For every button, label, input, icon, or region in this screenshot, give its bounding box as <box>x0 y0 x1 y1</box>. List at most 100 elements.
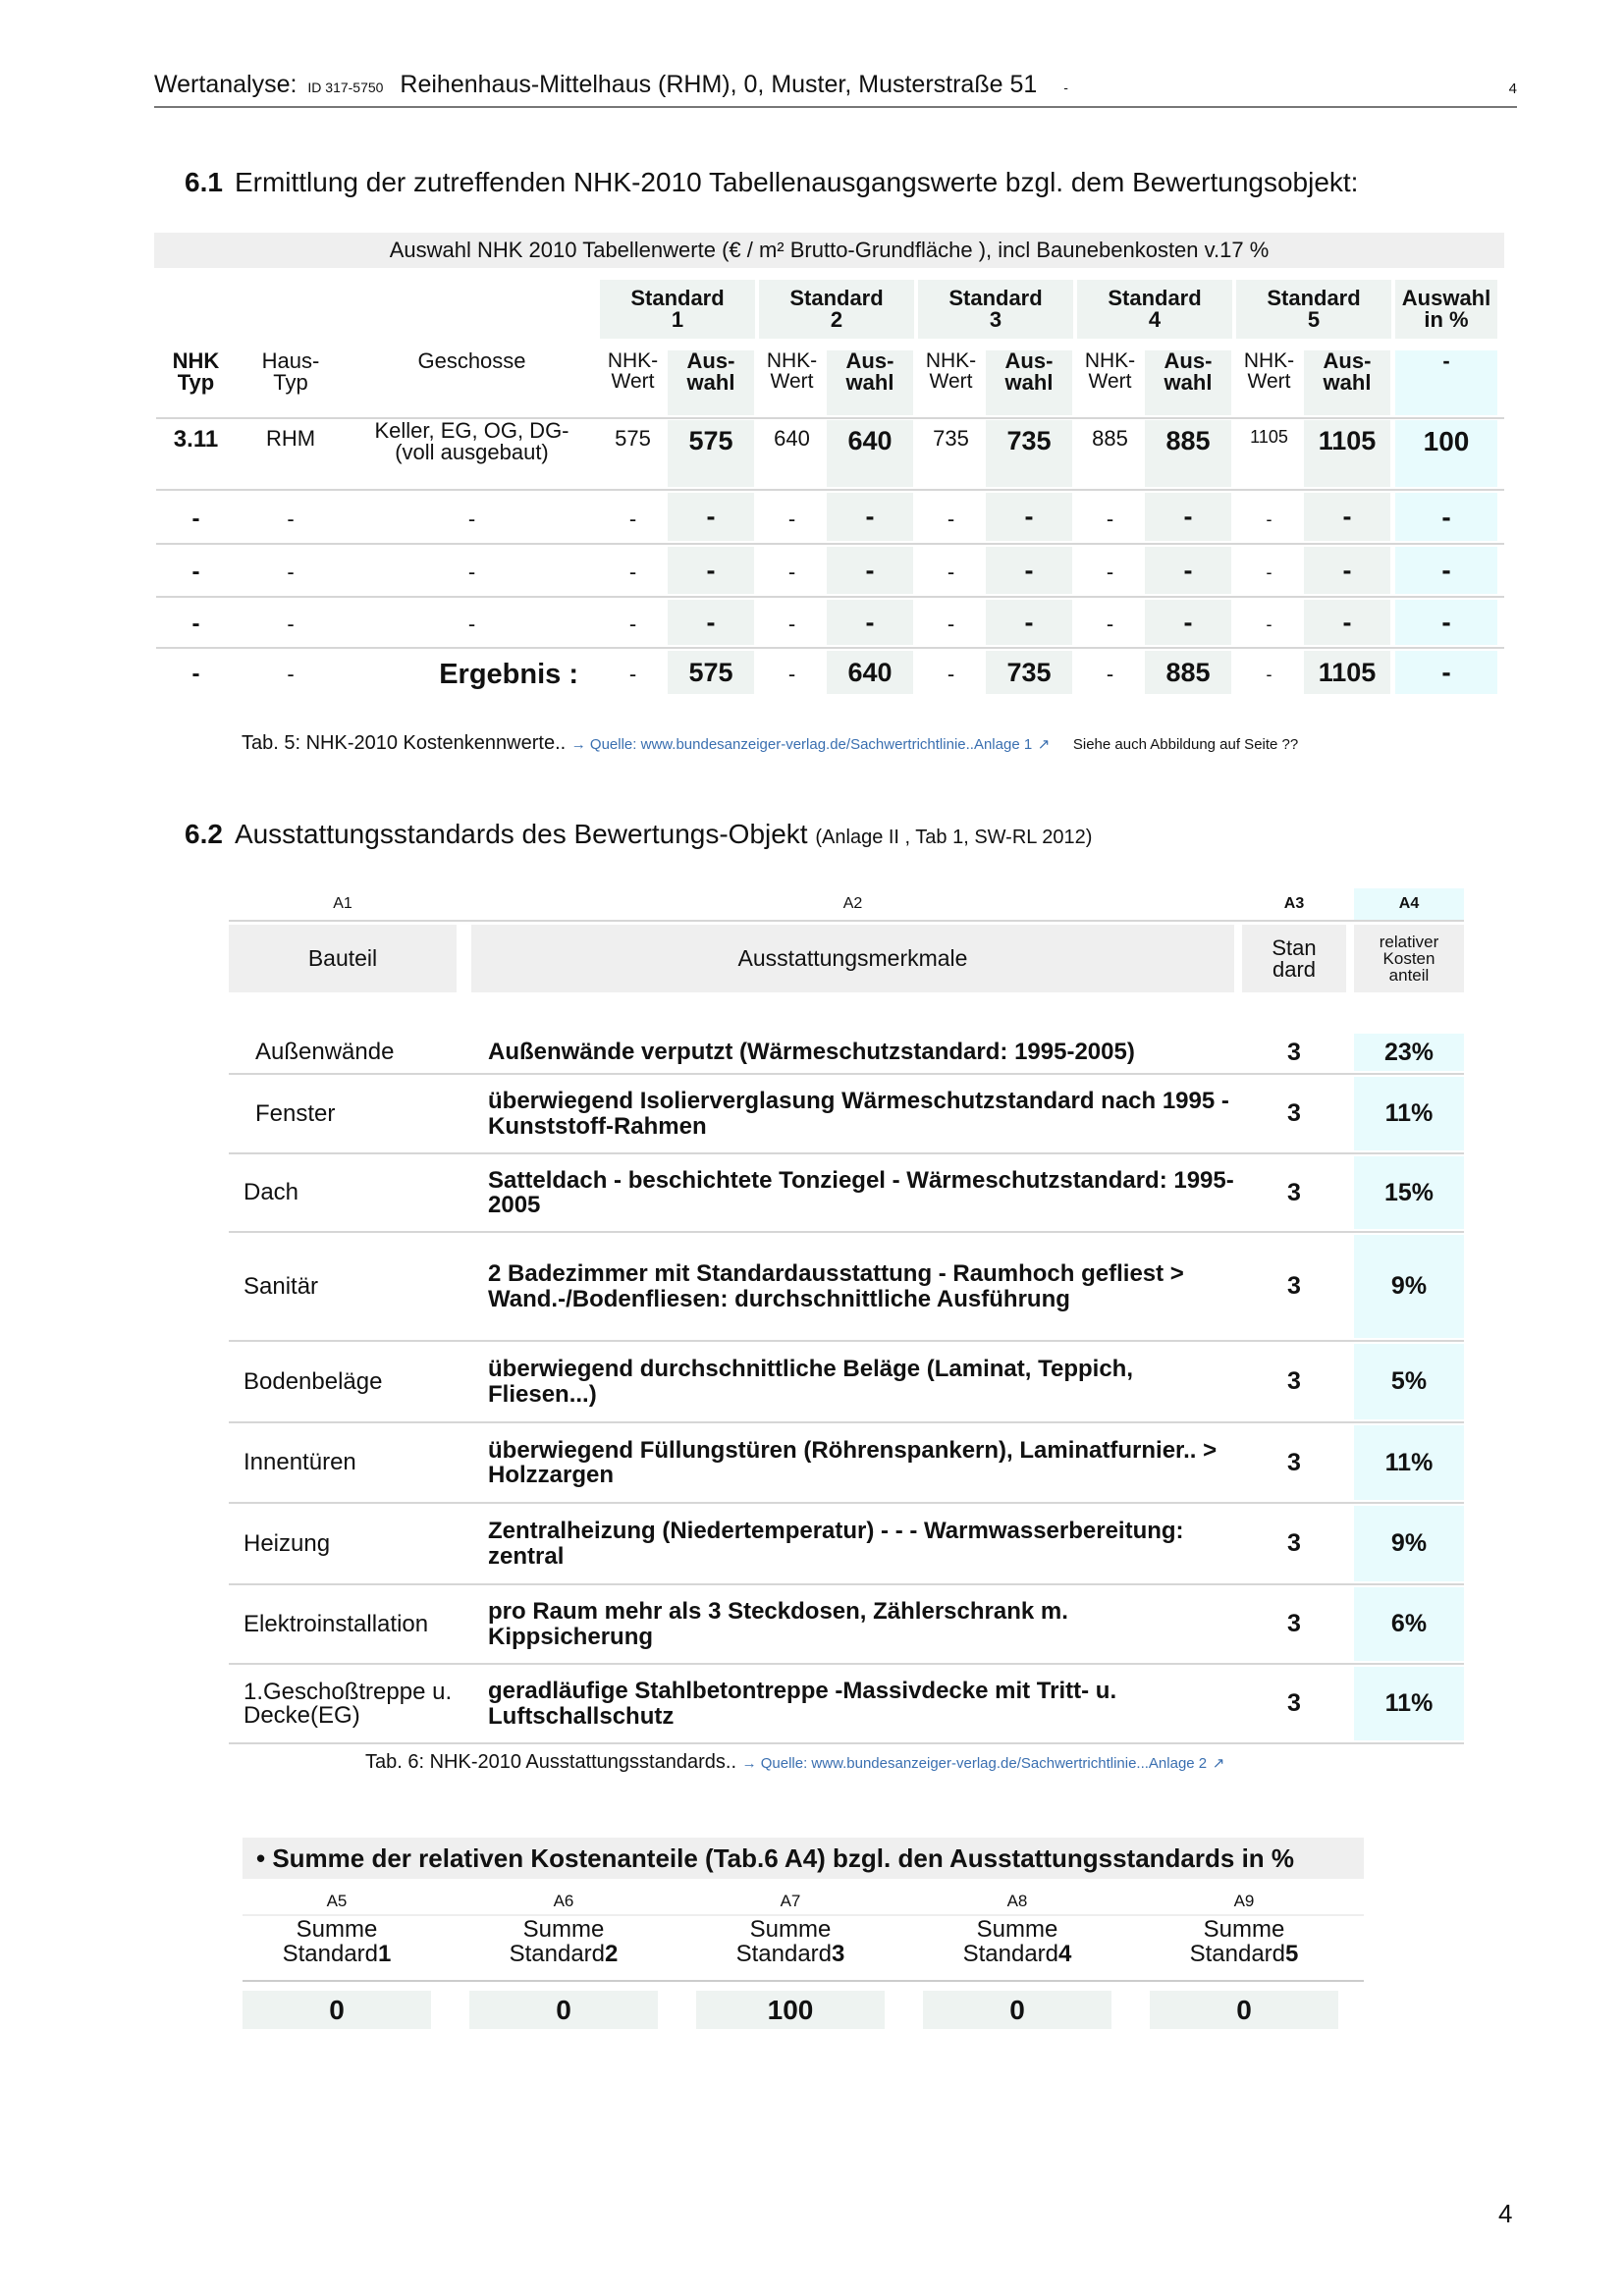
auswahl-cell: 640 <box>827 420 913 487</box>
row-divider <box>156 417 1504 419</box>
header-prefix: Wertanalyse: <box>154 71 298 98</box>
standard-header: Standard 2 <box>759 280 914 339</box>
row-divider <box>229 1340 1464 1342</box>
standard-cell: 3 <box>1287 1099 1301 1127</box>
standard-header: Standard 1 <box>600 280 755 339</box>
external-link-icon[interactable]: ↗ <box>1037 736 1051 753</box>
bauteil-cell: Dach <box>244 1179 299 1205</box>
section-number: 6.2 <box>185 819 223 849</box>
auswahl-cell: 1105 <box>1304 651 1390 694</box>
nhk-wert-cell: - <box>1106 560 1114 584</box>
column-id: A1 <box>333 895 352 912</box>
caption-text: Tab. 6: NHK-2010 Ausstattungsstandards.. <box>365 1751 736 1773</box>
summary-divider <box>243 1914 1364 1916</box>
nhk-wert-cell: - <box>1266 614 1272 634</box>
bauteil-cell: Fenster <box>255 1099 336 1127</box>
summary-col-id: A7 <box>780 1891 801 1910</box>
col-auswahl: Aus-wahl <box>986 350 1072 415</box>
summary-standard: Standard 3 <box>696 1942 885 1967</box>
row-geschosse: Keller, EG, OG, DG- (voll ausgebaut) <box>374 418 569 464</box>
standard-number: 5 <box>1285 1941 1299 1967</box>
auswahl-cell: - <box>986 493 1072 541</box>
standard-word: Standard <box>1189 1941 1286 1967</box>
bauteil-cell: Heizung <box>244 1529 331 1557</box>
nhk-wert-cell: - <box>628 506 637 531</box>
row-haus: - <box>287 506 295 531</box>
source-link[interactable]: → Quelle: www.bundesanzeiger-verlag.de/S… <box>570 736 1033 753</box>
auswahl-cell: - <box>1304 493 1390 541</box>
auswahl-cell: - <box>827 600 913 645</box>
standard-word: Standard <box>282 1941 379 1967</box>
row-typ: 3.11 <box>173 426 219 453</box>
summary-value: 100 <box>696 1991 885 2029</box>
row-divider <box>156 489 1504 491</box>
row-divider <box>229 920 1464 922</box>
summary-label: Summe <box>749 1916 832 1943</box>
auswahl-cell: - <box>668 600 754 645</box>
column-header: relativer Kosten anteil <box>1354 925 1464 992</box>
external-link-icon[interactable]: ↗ <box>1212 1755 1225 1772</box>
nhk-wert-cell: - <box>947 612 955 636</box>
page-number: 4 <box>1498 2199 1513 2228</box>
header-page: 4 <box>1508 80 1517 97</box>
running-header: Wertanalyse: ID 317-5750 Reihenhaus-Mitt… <box>154 71 1517 108</box>
nhk-wert-cell: - <box>1106 612 1114 636</box>
pct-cell: - <box>1395 547 1497 594</box>
row-divider <box>229 1152 1464 1154</box>
auswahl-cell: 885 <box>1145 651 1231 694</box>
nhk-wert-cell: - <box>787 612 796 636</box>
row-divider <box>229 1583 1464 1585</box>
col-geschosse: Geschosse <box>417 348 526 373</box>
auswahl-cell: - <box>1304 600 1390 645</box>
column-id: A4 <box>1354 888 1464 920</box>
merkmal-cell: überwiegend Isolierverglasung Wärmeschut… <box>488 1088 1229 1140</box>
summary-col-id: A9 <box>1233 1891 1255 1910</box>
standard-number: 1 <box>378 1941 392 1967</box>
anteil-cell: 5% <box>1354 1344 1464 1419</box>
auswahl-cell: 575 <box>668 420 754 487</box>
column-id: A3 <box>1283 895 1305 912</box>
row-geschosse: - <box>467 560 476 584</box>
col-haus-typ: Haus-Typ <box>261 348 320 395</box>
row-haus: - <box>287 560 295 584</box>
standard-word: Standard <box>735 1941 833 1967</box>
row-divider <box>229 1231 1464 1233</box>
row-geschosse: - <box>467 612 476 636</box>
summary-divider <box>243 1980 1364 1982</box>
row-divider <box>229 1421 1464 1423</box>
merkmal-cell: pro Raum mehr als 3 Steckdosen, Zählersc… <box>488 1598 1068 1650</box>
row-haus: - <box>287 612 295 636</box>
nhk-wert-cell: 575 <box>615 426 651 451</box>
bauteil-cell: Innentüren <box>244 1449 356 1475</box>
auswahl-cell: - <box>827 493 913 541</box>
standard-header: Standard 5 <box>1236 280 1391 339</box>
nhk-wert-cell: 735 <box>933 426 969 451</box>
standard-cell: 3 <box>1287 1689 1301 1717</box>
summary-standard: Standard 1 <box>243 1942 431 1967</box>
auswahl-cell: 735 <box>986 420 1072 487</box>
bauteil-cell: Bodenbeläge <box>244 1367 383 1395</box>
col-pct: - <box>1395 350 1497 415</box>
nhk-wert-cell: - <box>787 560 796 584</box>
auswahl-cell: - <box>1145 600 1231 645</box>
anteil-cell: 6% <box>1354 1587 1464 1661</box>
col-auswahl: Aus-wahl <box>1145 350 1231 415</box>
standard-number: 3 <box>832 1941 845 1967</box>
source-link[interactable]: → Quelle: www.bundesanzeiger-verlag.de/S… <box>741 1755 1208 1772</box>
merkmal-cell: Zentralheizung (Niedertemperatur) - - - … <box>488 1518 1184 1570</box>
col-nhk-wert: NHK-Wert <box>1243 349 1295 393</box>
nhk-wert-cell: - <box>1106 506 1114 531</box>
summary-value: 0 <box>469 1991 658 2029</box>
standard-number: 2 <box>605 1941 619 1967</box>
see-also-note: Siehe auch Abbildung auf Seite ?? <box>1072 736 1299 753</box>
anteil-cell: 9% <box>1354 1506 1464 1581</box>
anteil-cell: 9% <box>1354 1235 1464 1338</box>
row-typ: - <box>191 611 200 637</box>
standard-word: Standard <box>962 1941 1059 1967</box>
nhk-wert-cell: - <box>628 662 637 686</box>
bauteil-cell: Elektroinstallation <box>244 1610 429 1637</box>
row-divider <box>156 596 1504 598</box>
section-title: Ausstattungsstandards des Bewertungs-Obj… <box>234 819 808 849</box>
summary-standard: Standard 5 <box>1150 1942 1338 1967</box>
